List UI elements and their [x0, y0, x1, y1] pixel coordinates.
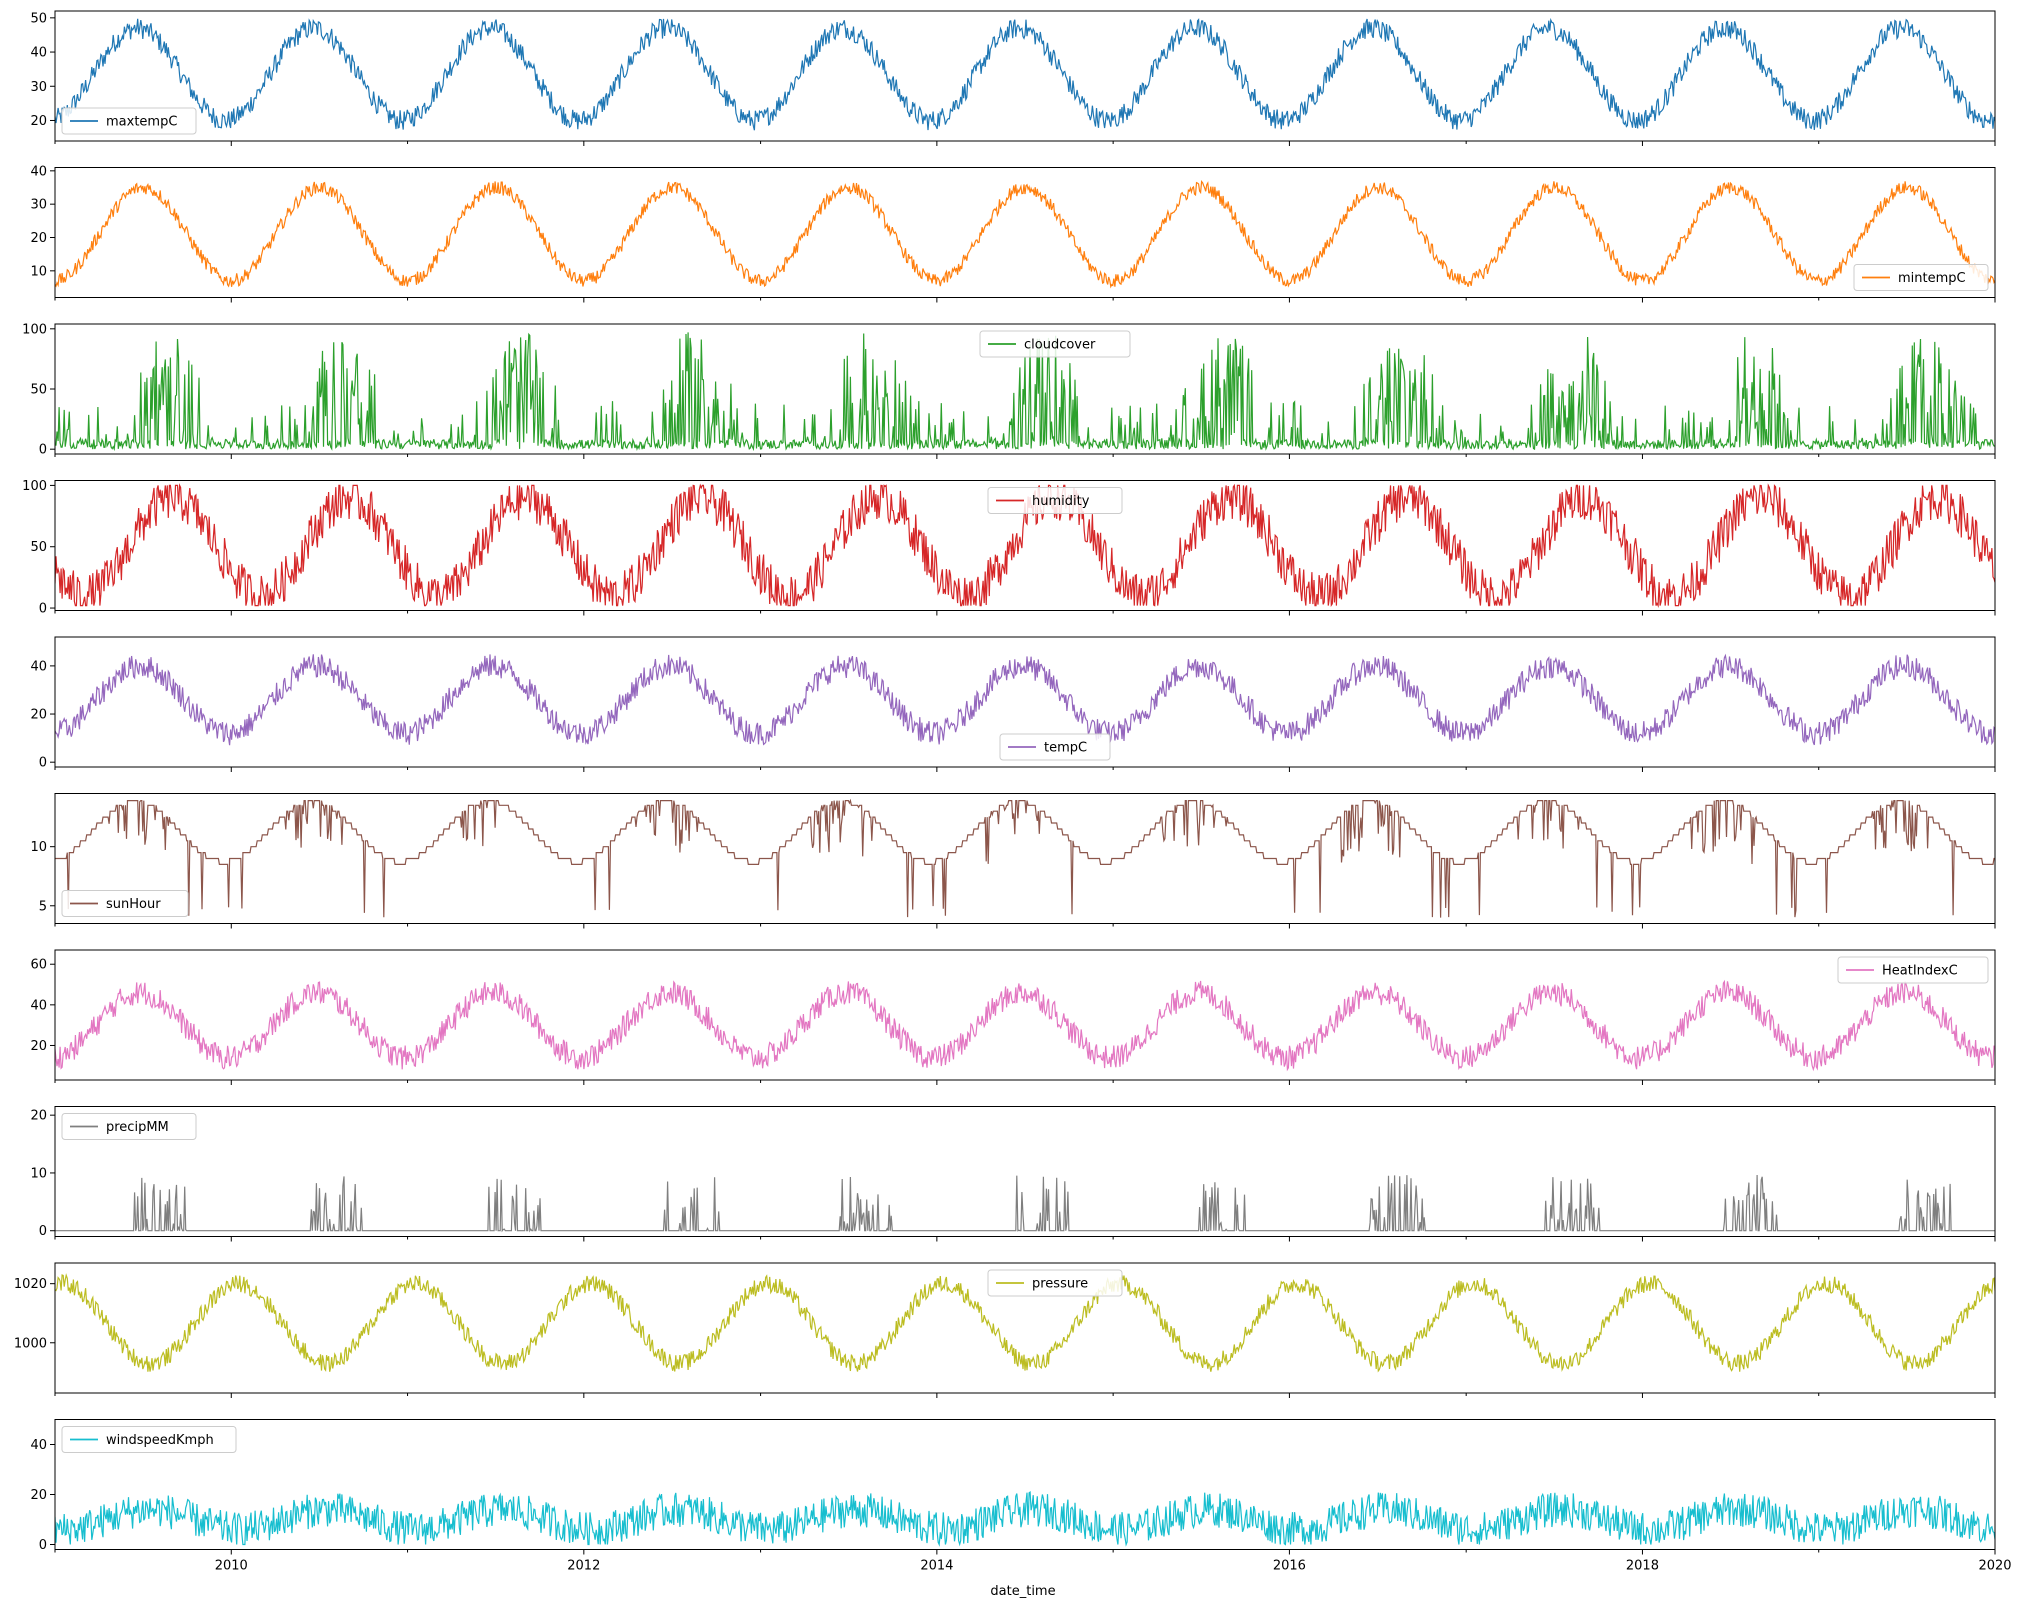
y-tick-label: 1000: [14, 1336, 47, 1351]
axes-frame: [54, 1262, 1996, 1394]
panel-cloudcover: 0 50 100 cloudcover: [22, 322, 1996, 459]
series-line-HeatIndexC: [55, 979, 1995, 1072]
y-tick-label: 0: [39, 1538, 47, 1553]
y-tick-label: 100: [22, 479, 47, 494]
legend-box: [61, 890, 189, 917]
legend-label: humidity: [1032, 494, 1090, 509]
legend-label: precipMM: [106, 1120, 169, 1135]
legend-tempC: tempC: [999, 733, 1111, 761]
axes-frame: [54, 10, 1996, 142]
y-tick-label: 50: [30, 383, 47, 398]
axes-frame: [54, 949, 1996, 1081]
legend-box: [61, 107, 197, 135]
legend-label: cloudcover: [1024, 338, 1096, 353]
series-line-precipMM: [55, 1174, 1995, 1233]
legend-label: sunHour: [106, 897, 161, 912]
legend-cloudcover: cloudcover: [979, 330, 1131, 358]
axes-frame: [54, 793, 1996, 924]
axes-frame: [54, 636, 1996, 768]
x-tick-label: 2020: [1978, 1559, 2011, 1574]
series-line-tempC: [55, 653, 1995, 746]
panel-sunHour: 5 10 sunHour: [30, 793, 1996, 929]
series-line-windspeedKmph: [55, 1490, 1995, 1547]
panel-windspeedKmph: 0 20 40 2010 2012 2014 2016 2018 2020 windspeedKm…: [30, 1419, 2012, 1574]
y-tick-label: 20: [30, 1039, 47, 1054]
y-tick-label: 30: [30, 198, 47, 213]
y-tick-label: 40: [30, 998, 47, 1013]
legend-label: pressure: [1032, 1277, 1088, 1292]
y-tick-label: 10: [30, 840, 47, 855]
y-tick-label: 0: [39, 443, 47, 458]
series-line-maxtempC: [55, 17, 1995, 131]
legend-pressure: pressure: [987, 1269, 1123, 1297]
legend-box: [999, 733, 1111, 761]
legend-windspeedKmph: windspeedKmph: [61, 1426, 237, 1453]
y-tick-label: 40: [30, 659, 47, 674]
legend-box: [987, 1269, 1123, 1297]
y-tick-label: 10: [30, 1166, 47, 1181]
panel-humidity: 0 50 100 humidity: [22, 479, 1996, 617]
y-tick-label: 20: [30, 708, 47, 723]
axes-frame: [54, 167, 1996, 298]
y-tick-label: 30: [30, 80, 47, 95]
y-tick-label: 60: [30, 958, 47, 973]
legend-maxtempC: maxtempC: [61, 107, 197, 135]
axes-frame: [54, 480, 1996, 611]
y-tick-label: 0: [39, 1224, 47, 1239]
legend-box: [979, 330, 1131, 358]
y-tick-label: 40: [30, 1438, 47, 1453]
y-tick-label: 20: [30, 114, 47, 129]
series-line-pressure: [55, 1273, 1995, 1373]
panel-mintempC: 10 20 30 40 mintempC: [30, 164, 1996, 303]
x-tick-label: 2018: [1626, 1559, 1659, 1574]
x-axis-title: date_time: [990, 1584, 1055, 1599]
x-tick-label: 2010: [215, 1559, 248, 1574]
x-tick-label: 2016: [1273, 1559, 1306, 1574]
y-tick-label: 20: [30, 1109, 47, 1124]
series-line-mintempC: [55, 179, 1995, 289]
legend-box: [1837, 956, 1989, 984]
legend-box: [61, 1113, 197, 1140]
y-tick-label: 5: [39, 899, 47, 914]
y-tick-label: 10: [30, 264, 47, 279]
x-tick-label: 2014: [920, 1559, 953, 1574]
y-tick-label: 100: [22, 322, 47, 337]
panel-maxtempC: 20 30 40 50 maxtempC: [30, 10, 1996, 146]
y-tick-label: 50: [30, 540, 47, 555]
y-tick-label: 1020: [14, 1277, 47, 1292]
x-tick-label: 2012: [567, 1559, 600, 1574]
y-tick-label: 0: [39, 756, 47, 771]
legend-sunHour: sunHour: [61, 890, 189, 917]
y-tick-label: 50: [30, 11, 47, 26]
y-tick-label: 40: [30, 164, 47, 179]
legend-precipMM: precipMM: [61, 1113, 197, 1140]
axes-frame: [54, 1419, 1996, 1550]
legend-box: [987, 487, 1123, 514]
y-tick-label: 40: [30, 46, 47, 61]
y-tick-label: 20: [30, 231, 47, 246]
axes-frame: [54, 1106, 1996, 1237]
panel-pressure: 1000 1020 pressure: [14, 1262, 1996, 1398]
legend-label: tempC: [1044, 741, 1087, 756]
legend-humidity: humidity: [987, 487, 1123, 514]
legend-label: mintempC: [1898, 271, 1966, 286]
legend-label: windspeedKmph: [106, 1433, 214, 1448]
legend-HeatIndexC: HeatIndexC: [1837, 956, 1989, 984]
series-line-sunHour: [55, 798, 1995, 918]
panel-HeatIndexC: 20 40 60 HeatIndexC: [30, 949, 1996, 1085]
legend-label: HeatIndexC: [1882, 964, 1958, 979]
y-tick-label: 20: [30, 1488, 47, 1503]
legend-label: maxtempC: [106, 115, 177, 130]
y-tick-label: 0: [39, 602, 47, 617]
legend-box: [1853, 264, 1989, 291]
panel-precipMM: 0 10 20 precipMM: [30, 1106, 1996, 1242]
legend-mintempC: mintempC: [1853, 264, 1989, 291]
legend-box: [61, 1426, 237, 1453]
panel-tempC: 0 20 40 tempC: [30, 636, 1996, 772]
